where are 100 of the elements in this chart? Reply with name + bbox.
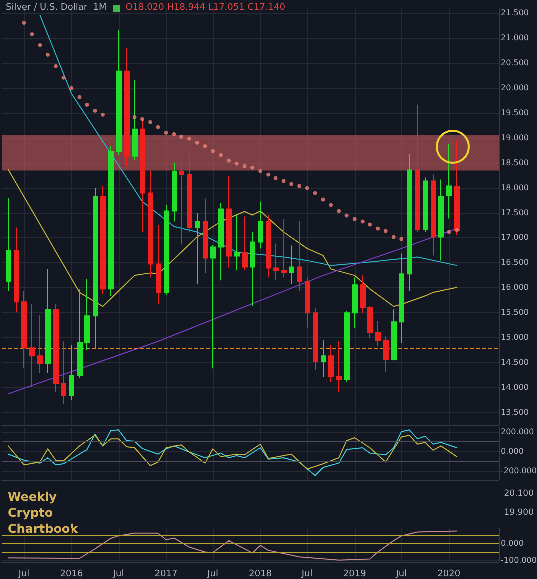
point xyxy=(313,191,318,196)
candlestick xyxy=(124,47,130,168)
point xyxy=(274,176,278,180)
point xyxy=(148,120,153,124)
point xyxy=(321,198,326,202)
point xyxy=(344,214,349,218)
y-tick-label: 19.500 xyxy=(501,108,529,118)
point xyxy=(93,108,98,113)
candlestick xyxy=(281,218,287,278)
candlestick xyxy=(258,201,263,250)
point xyxy=(54,64,58,68)
candlestick xyxy=(273,243,279,282)
candlestick xyxy=(179,163,184,246)
candlestick xyxy=(172,162,177,222)
candlestick xyxy=(383,336,389,373)
point xyxy=(227,158,232,163)
x-tick-label: 2020 xyxy=(438,570,461,579)
point xyxy=(78,95,82,100)
point xyxy=(298,184,302,188)
y-tick-label: 16.000 xyxy=(501,283,529,292)
candlestick xyxy=(93,188,98,349)
candlestick xyxy=(407,154,412,292)
y-tick-label: 21.000 xyxy=(501,33,529,42)
y-tick-label: 15.000 xyxy=(501,333,529,342)
candlestick xyxy=(100,186,106,295)
candlestick xyxy=(203,198,208,274)
point xyxy=(132,115,137,120)
candlestick xyxy=(423,177,428,233)
point xyxy=(384,229,388,234)
point xyxy=(164,130,168,135)
candlestick xyxy=(297,220,302,292)
y-tick-label: 17.500 xyxy=(501,208,529,218)
point xyxy=(368,222,372,227)
candlestick xyxy=(164,204,169,296)
candlestick xyxy=(454,140,460,236)
point xyxy=(140,117,145,122)
point xyxy=(85,102,90,107)
point xyxy=(352,217,357,222)
annotation: O18.020 H18.944 L17.051 C17.140 xyxy=(126,3,286,13)
point xyxy=(400,237,404,242)
candlestick xyxy=(266,214,271,278)
point xyxy=(38,43,42,48)
y-tick-label: 20.500 xyxy=(501,58,529,68)
candlestick xyxy=(391,309,397,362)
point xyxy=(337,209,342,214)
y-tick-label: 13.500 xyxy=(501,408,529,418)
point xyxy=(101,112,105,117)
candlestick xyxy=(321,340,326,378)
y-tick-label: 14.000 xyxy=(501,383,529,392)
y-tick-label: 20.000 xyxy=(501,83,529,92)
point xyxy=(22,20,26,25)
candlestick xyxy=(37,315,43,374)
candlestick xyxy=(431,174,436,256)
annotation: Weekly Crypto Chartbook xyxy=(8,489,80,537)
candlestick xyxy=(242,216,248,272)
candlestick xyxy=(336,341,342,393)
point xyxy=(376,226,380,231)
text: 19.900 xyxy=(504,508,534,518)
point xyxy=(70,86,74,90)
candlestick xyxy=(305,277,310,329)
candlestick xyxy=(45,268,51,374)
candlestick xyxy=(69,344,74,402)
candlestick xyxy=(108,146,114,297)
point xyxy=(211,149,216,154)
text: 20.100 xyxy=(504,489,534,499)
candlestick xyxy=(415,104,420,233)
point xyxy=(195,140,200,145)
point xyxy=(172,132,176,136)
point xyxy=(203,144,208,148)
point xyxy=(180,134,184,139)
y-tick-label: 200.000 xyxy=(501,427,534,436)
point xyxy=(242,164,247,168)
y-tick-label: -200.000 xyxy=(501,466,537,476)
candlestick xyxy=(328,344,334,384)
y-tick-label: 18.000 xyxy=(501,183,529,192)
line-series xyxy=(40,14,458,266)
x-tick-label: Jul xyxy=(18,570,30,579)
point xyxy=(219,153,224,158)
y-tick-label: 16.500 xyxy=(501,258,529,268)
candlestick xyxy=(344,310,350,384)
point xyxy=(46,52,50,57)
candlestick xyxy=(210,244,216,370)
candlestick xyxy=(226,176,232,268)
candlestick xyxy=(6,198,11,292)
point xyxy=(234,162,239,166)
candlestick xyxy=(289,245,294,285)
y-tick-label: -100.000 xyxy=(501,556,537,565)
candlestick xyxy=(375,320,381,348)
line-series xyxy=(8,430,458,476)
x-tick-label: 2018 xyxy=(249,570,272,579)
line-series xyxy=(8,169,458,308)
point xyxy=(392,235,396,240)
point xyxy=(329,203,334,208)
candlestick xyxy=(116,29,122,156)
x-tick-label: 2019 xyxy=(343,570,367,579)
candlestick xyxy=(140,118,145,233)
y-tick-label: 19.000 xyxy=(501,133,529,142)
candlestick xyxy=(132,80,138,161)
point xyxy=(305,186,310,190)
point xyxy=(156,125,160,130)
